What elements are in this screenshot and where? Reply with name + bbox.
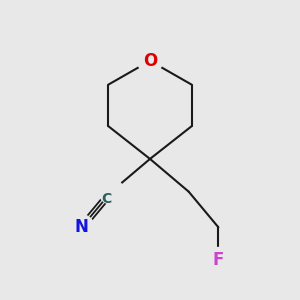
Circle shape	[206, 248, 231, 272]
Circle shape	[99, 179, 124, 204]
Circle shape	[137, 48, 163, 73]
Circle shape	[69, 215, 94, 240]
Text: N: N	[75, 218, 88, 236]
Text: O: O	[143, 52, 157, 70]
Text: C: C	[101, 192, 111, 206]
Text: F: F	[213, 251, 224, 269]
